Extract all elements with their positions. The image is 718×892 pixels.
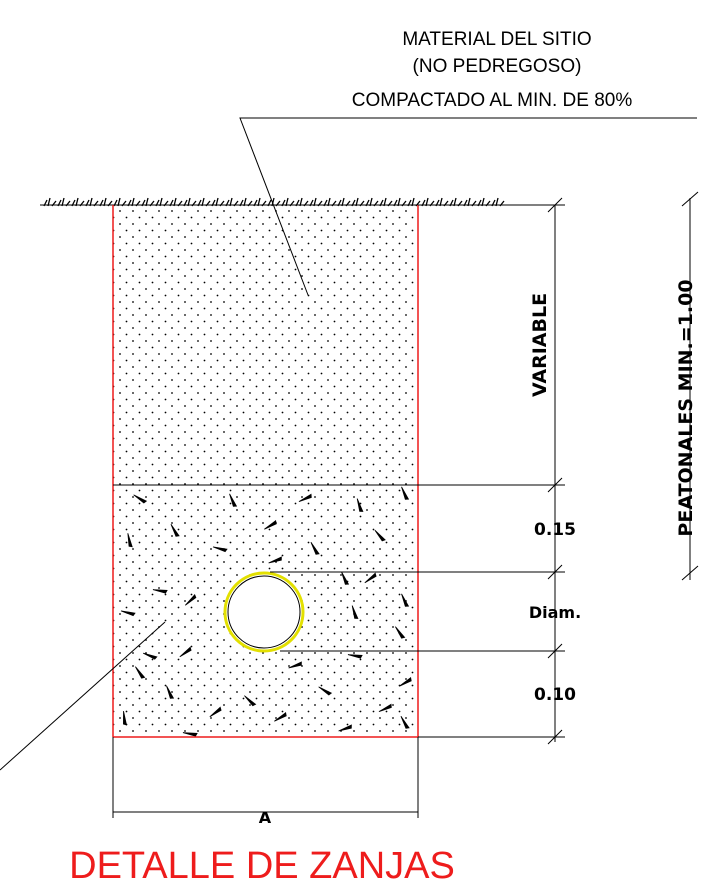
stone [127, 533, 133, 548]
grass-tick [99, 197, 113, 207]
stone [135, 666, 146, 679]
stone [229, 493, 238, 507]
stone [399, 677, 412, 687]
stone [182, 732, 198, 737]
material-leader [239, 117, 697, 296]
bed-bottom-label: 0.10 [534, 685, 576, 705]
stone [347, 654, 363, 659]
material-note-line3: COMPACTADO AL MIN. DE 80% [352, 90, 633, 111]
pedestrian-dimension [681, 191, 699, 581]
depth-dimension-chain [547, 197, 563, 745]
stone [123, 711, 128, 726]
stone [152, 589, 168, 594]
stone [184, 593, 197, 606]
stone [310, 541, 320, 555]
stone [374, 529, 386, 542]
stone [356, 498, 364, 512]
stone [298, 493, 312, 503]
stone [341, 571, 350, 585]
stone [133, 494, 148, 504]
stone [338, 724, 352, 732]
stone [318, 686, 333, 696]
stone [212, 546, 228, 553]
pedestrian-label: PEATONALES MIN.=1.00 [675, 279, 697, 536]
stone [395, 626, 406, 639]
grass-tick [71, 197, 85, 207]
width-label: A [259, 808, 272, 827]
stone [274, 712, 287, 722]
grass-tick [57, 197, 71, 207]
diameter-label: Diam. [529, 603, 581, 622]
backfill-material [113, 205, 418, 485]
material-note-line2: (NO PEDREGOSO) [413, 56, 582, 77]
bed-top-label: 0.15 [534, 520, 576, 540]
drawing-title: DETALLE DE ZANJAS [69, 845, 455, 887]
variable-label: VARIABLE [529, 293, 551, 397]
stone [268, 556, 282, 564]
stone [401, 593, 410, 607]
trench-outline [112, 205, 419, 738]
material-note-line1: MATERIAL DEL SITIO [402, 29, 591, 50]
stone [120, 610, 136, 617]
stone [401, 486, 410, 500]
stone [170, 523, 180, 537]
stone [288, 661, 302, 669]
stone [166, 685, 175, 699]
stone [400, 715, 410, 729]
bedding-leader [0, 621, 166, 771]
stone [244, 695, 257, 707]
stone [142, 652, 158, 660]
stone [209, 706, 222, 718]
grass-tick [43, 197, 57, 207]
width-dimension [112, 737, 419, 818]
grass-tick [85, 197, 99, 207]
stone [378, 703, 392, 713]
pipe [223, 571, 305, 653]
bedding-stones [120, 486, 412, 737]
stone [179, 646, 192, 658]
stone [351, 605, 359, 619]
stone [364, 572, 377, 584]
stone [264, 520, 277, 530]
